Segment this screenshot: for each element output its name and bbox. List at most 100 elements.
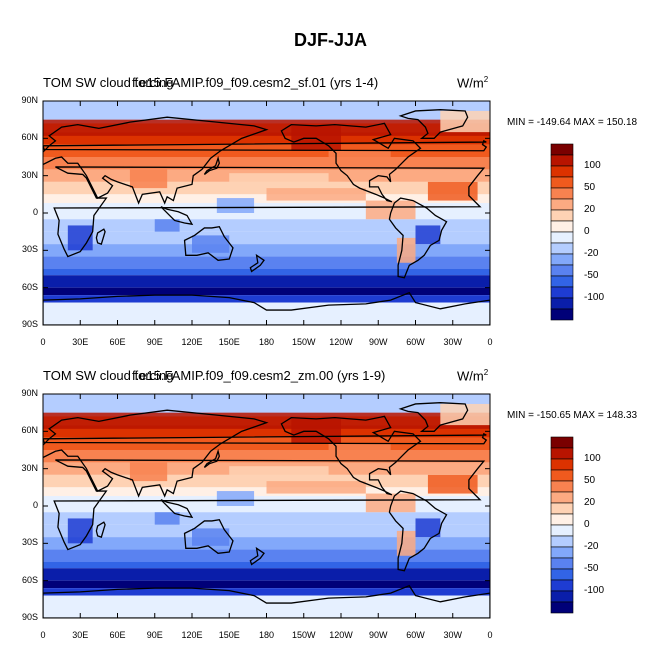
lat-band — [43, 295, 490, 303]
lat-label-60S: 60S — [21, 281, 38, 292]
colorbar-swatch — [550, 458, 574, 471]
lat-label-30N: 30N — [21, 169, 38, 180]
australia-coastline — [183, 225, 234, 261]
lat-band — [43, 394, 490, 417]
colorbar-swatch — [550, 176, 574, 189]
lat-label-0: 0 — [32, 207, 38, 217]
colorbar-swatch — [550, 253, 574, 266]
uk-coastline — [43, 432, 488, 445]
africa-coastline — [53, 166, 486, 258]
colorbar-swatch — [550, 154, 574, 167]
colorbar-swatch — [550, 231, 574, 244]
field-anomaly — [396, 237, 416, 263]
lon-label-150E: 150E — [218, 630, 240, 640]
lat-band — [43, 256, 490, 269]
antarctica-coastline — [43, 291, 490, 325]
namerica-coastline — [280, 415, 422, 496]
lon-label-150W: 150W — [291, 630, 316, 640]
field-anomaly — [154, 219, 180, 232]
colorbar-label--50: -50 — [584, 563, 599, 574]
figure-title: DJF-JJA — [293, 30, 368, 50]
lon-label-150W: 150W — [291, 337, 316, 347]
colorbar-swatch — [550, 143, 574, 156]
lon-label-120E: 120E — [181, 630, 203, 640]
lat-band — [43, 231, 490, 245]
colorbar-label-100: 100 — [584, 160, 601, 171]
lat-label-60N: 60N — [21, 132, 38, 143]
colorbar-swatch — [550, 198, 574, 211]
field-anomaly — [192, 235, 230, 253]
lon-label-60W: 60W — [406, 337, 425, 347]
field-anomaly — [129, 169, 168, 189]
lat-band — [43, 580, 490, 589]
lat-label-60N: 60N — [21, 425, 38, 436]
colorbar-label--100: -100 — [584, 585, 605, 596]
lon-label-30W: 30W — [443, 630, 462, 640]
lon-label-120E: 120E — [181, 337, 203, 347]
colorbar-swatch — [550, 187, 574, 200]
colorbar-label-50: 50 — [584, 475, 596, 486]
panel2-minmax: MIN = -150.65 MAX = 148.33 — [507, 410, 638, 421]
colorbar-swatch — [550, 209, 574, 222]
panel1-units: W/m2 — [457, 75, 489, 91]
field-anomaly — [216, 491, 255, 506]
indonesia-coastline — [160, 499, 194, 519]
lat-band — [43, 524, 490, 538]
lat-label-30S: 30S — [21, 537, 38, 548]
field-anomaly — [192, 528, 230, 546]
field-anomaly — [328, 150, 391, 170]
colorbar-label--100: -100 — [584, 292, 605, 303]
lon-label-0: 0 — [487, 337, 493, 347]
lat-label-30N: 30N — [21, 462, 38, 473]
lon-label-180: 180 — [258, 337, 275, 347]
eurasia-coastline — [43, 409, 269, 498]
panel2-title-case: f.e15.FAMIP.f09_f09.cesm2_zm.00 (yrs 1-9… — [132, 368, 386, 383]
samerica-coastline — [388, 197, 448, 279]
colorbar-swatch — [550, 480, 574, 493]
lat-label-90N: 90N — [21, 388, 38, 398]
field-anomaly — [415, 225, 441, 245]
namerica-coastline — [280, 122, 422, 203]
lon-label-180: 180 — [258, 630, 275, 640]
panel1-field — [43, 101, 490, 325]
lon-label-90E: 90E — [146, 630, 163, 640]
colorbar-label-20: 20 — [584, 497, 596, 508]
lat-band — [43, 588, 490, 596]
colorbar-swatch — [550, 590, 574, 603]
lon-label-30E: 30E — [72, 630, 89, 640]
australia-coastline — [183, 518, 234, 554]
colorbar-swatch — [550, 165, 574, 178]
field-anomaly — [43, 119, 490, 136]
colorbar-swatch — [550, 286, 574, 299]
colorbar-swatch — [550, 297, 574, 310]
field-anomaly — [229, 173, 329, 186]
panel1-title-case: f.e15.FAMIP.f09_f09.cesm2_sf.01 (yrs 1-4… — [132, 75, 379, 90]
lat-label-90S: 90S — [21, 612, 38, 622]
colorbar-label-20: 20 — [584, 204, 596, 215]
colorbar-swatch — [550, 546, 574, 559]
eurasia-coastline — [43, 116, 269, 205]
colorbar-swatch — [550, 513, 574, 526]
colorbar-swatch — [550, 568, 574, 581]
field-anomaly — [266, 188, 366, 201]
lat-label-90N: 90N — [21, 95, 38, 105]
colorbar-swatch — [550, 535, 574, 548]
greenland-coastline — [398, 402, 469, 432]
lat-band — [43, 269, 490, 276]
colorbar-swatch — [550, 264, 574, 277]
lat-band — [43, 302, 490, 325]
lat-band — [43, 101, 490, 124]
colorbar-swatch — [550, 502, 574, 515]
lon-label-0: 0 — [40, 630, 46, 640]
field-anomaly — [154, 512, 180, 525]
colorbar-swatch — [550, 469, 574, 482]
lat-label-30S: 30S — [21, 244, 38, 255]
samerica-coastline — [388, 490, 448, 572]
lon-label-30E: 30E — [72, 337, 89, 347]
japan-coastline — [203, 448, 221, 468]
lat-band — [43, 244, 490, 257]
field-anomaly — [396, 530, 416, 556]
colorbar-label-50: 50 — [584, 182, 596, 193]
lon-label-0: 0 — [40, 337, 46, 347]
lon-label-30W: 30W — [443, 337, 462, 347]
